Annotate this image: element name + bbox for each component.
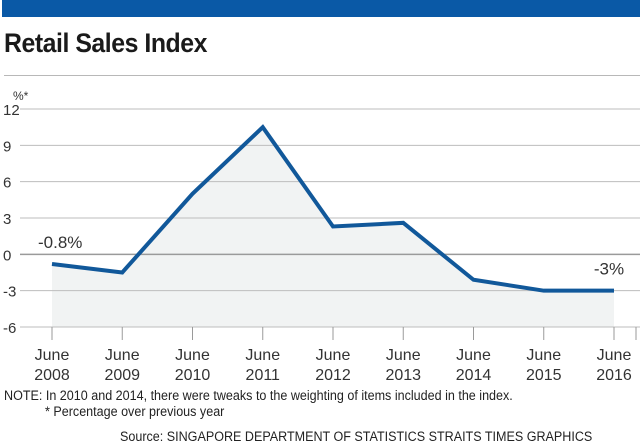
x-tick-label-year: 2015: [526, 367, 562, 384]
y-tick-label: 6: [3, 175, 11, 192]
x-tick-label-year: 2010: [175, 367, 211, 384]
y-tick-label: -6: [3, 320, 16, 337]
chart-footnote: * Percentage over previous year: [45, 404, 225, 419]
x-tick-label-month: June: [175, 347, 210, 364]
x-tick-label-month: June: [386, 347, 421, 364]
x-tick-label-month: June: [526, 347, 561, 364]
y-tick-label: 3: [3, 211, 11, 228]
y-tick-label: 12: [3, 102, 20, 119]
x-tick-label-month: June: [597, 347, 632, 364]
y-axis-unit-label: %*: [13, 89, 29, 103]
y-tick-label: -3: [3, 284, 16, 301]
x-tick-label-month: June: [35, 347, 70, 364]
x-tick-label-year: 2011: [246, 367, 281, 384]
top-accent-bar: [2, 0, 640, 17]
y-tick-label: 9: [3, 138, 11, 155]
x-tick-label-year: 2009: [104, 367, 140, 384]
data-label: -0.8%: [38, 233, 82, 252]
x-tick-label-month: June: [456, 347, 491, 364]
x-tick-label-year: 2012: [315, 367, 351, 384]
x-tick-label-year: 2016: [596, 367, 632, 384]
x-tick-label-year: 2013: [385, 367, 421, 384]
x-tick-label-year: 2014: [456, 367, 492, 384]
x-tick-label-month: June: [316, 347, 351, 364]
x-tick-label-year: 2008: [34, 367, 70, 384]
chart-source: Source: SINGAPORE DEPARTMENT OF STATISTI…: [120, 429, 593, 444]
y-tick-label: 0: [3, 247, 11, 264]
x-tick-label-month: June: [245, 347, 280, 364]
title-divider: [4, 75, 640, 76]
chart-note: NOTE: In 2010 and 2014, there were tweak…: [4, 388, 513, 403]
chart-title: Retail Sales Index: [4, 28, 207, 58]
data-label: -3%: [594, 260, 624, 279]
x-tick-label-month: June: [105, 347, 140, 364]
